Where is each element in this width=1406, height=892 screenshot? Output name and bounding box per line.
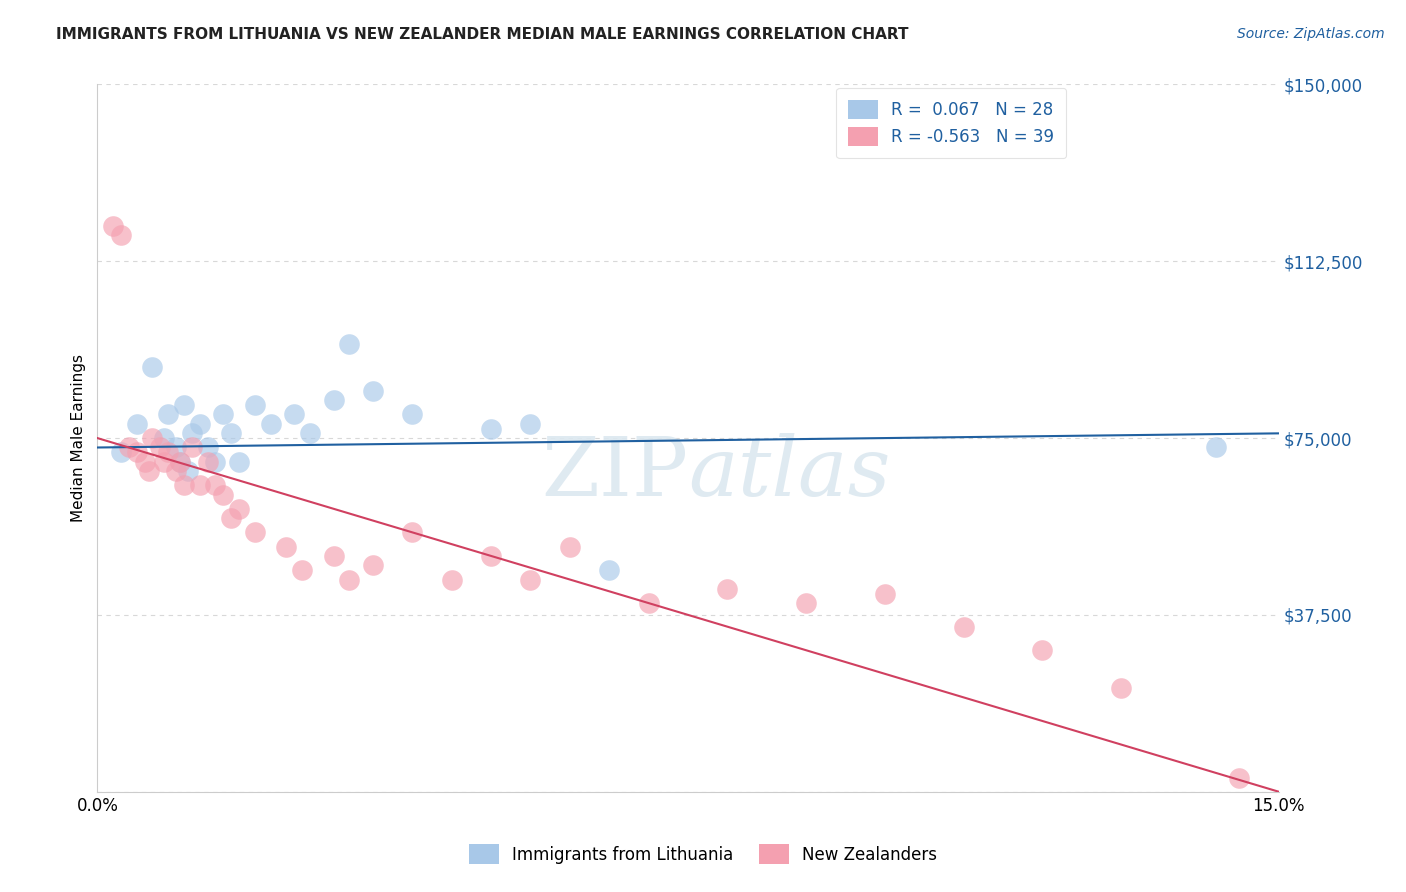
Point (1031, 643, 1053, 657)
Point (558, 540, 581, 554)
Point (1109, 681, 1132, 695)
Point (169, 455, 191, 469)
Point (637, 596, 659, 610)
Point (259, 417, 281, 431)
Point (219, 426, 242, 441)
Point (283, 408, 305, 422)
Point (110, 228, 132, 243)
Text: ZIP: ZIP (541, 434, 688, 514)
Point (212, 408, 235, 422)
Point (322, 549, 344, 563)
Point (153, 455, 176, 469)
Text: Source: ZipAtlas.com: Source: ZipAtlas.com (1237, 27, 1385, 41)
Point (243, 398, 266, 412)
Point (204, 478, 226, 492)
Point (361, 558, 384, 573)
Point (138, 464, 160, 478)
Point (298, 426, 321, 441)
Point (188, 417, 211, 431)
Point (141, 431, 163, 445)
Point (197, 441, 219, 455)
Point (149, 441, 172, 455)
Point (873, 587, 896, 601)
Point (228, 455, 250, 469)
Point (401, 408, 423, 422)
Point (322, 393, 344, 408)
Point (519, 417, 541, 431)
Point (153, 431, 176, 445)
Point (188, 478, 211, 492)
Point (952, 620, 974, 634)
Point (337, 336, 360, 351)
Point (212, 488, 235, 502)
Point (125, 417, 148, 431)
Text: atlas: atlas (688, 434, 890, 514)
Point (118, 441, 141, 455)
Point (204, 455, 226, 469)
Point (401, 525, 423, 540)
Point (519, 573, 541, 587)
Point (228, 501, 250, 516)
Point (141, 360, 163, 375)
Point (125, 445, 148, 459)
Point (177, 464, 200, 478)
Point (794, 596, 817, 610)
Point (134, 455, 156, 469)
Point (716, 582, 738, 596)
Point (337, 573, 360, 587)
Point (197, 455, 219, 469)
Point (173, 398, 195, 412)
Point (291, 563, 314, 577)
Point (157, 408, 180, 422)
Point (169, 455, 191, 469)
Point (479, 422, 502, 436)
Point (165, 464, 187, 478)
Y-axis label: Median Male Earnings: Median Male Earnings (72, 354, 86, 522)
Point (180, 426, 202, 441)
Point (1227, 771, 1250, 785)
Point (479, 549, 502, 563)
Point (101, 219, 124, 233)
Point (276, 540, 298, 554)
Point (180, 441, 202, 455)
Text: IMMIGRANTS FROM LITHUANIA VS NEW ZEALANDER MEDIAN MALE EARNINGS CORRELATION CHAR: IMMIGRANTS FROM LITHUANIA VS NEW ZEALAND… (56, 27, 908, 42)
Point (243, 525, 266, 540)
Point (361, 384, 384, 398)
Point (598, 563, 620, 577)
Legend: R =  0.067   N = 28, R = -0.563   N = 39: R = 0.067 N = 28, R = -0.563 N = 39 (837, 88, 1066, 158)
Point (165, 441, 187, 455)
Point (219, 511, 242, 525)
Point (173, 478, 195, 492)
Point (157, 445, 180, 459)
Point (440, 573, 463, 587)
Point (110, 445, 132, 459)
Legend: Immigrants from Lithuania, New Zealanders: Immigrants from Lithuania, New Zealander… (463, 838, 943, 871)
Point (1205, 441, 1227, 455)
